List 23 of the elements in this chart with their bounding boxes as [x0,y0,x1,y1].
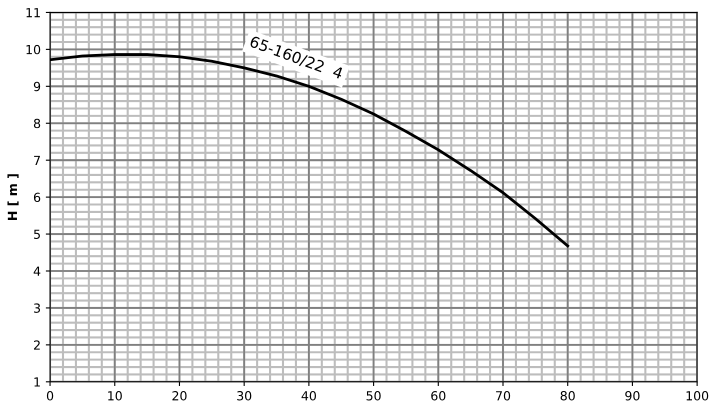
y-tick-label: 3 [34,303,40,313]
x-tick-label: 40 [302,391,316,401]
x-tick-label: 70 [496,391,510,401]
x-tick-label: 20 [172,391,187,401]
y-tick-label: 1 [34,377,40,387]
x-tick-label: 10 [108,391,122,401]
y-tick-label: 10 [26,44,40,54]
x-tick-label: 60 [431,391,446,401]
x-tick-label: 80 [560,391,575,401]
x-tick-label: 30 [237,391,252,401]
y-tick-label: 4 [34,266,40,276]
y-tick-label: 11 [26,8,40,18]
x-tick-label: 90 [625,391,640,401]
y-tick-label: 6 [34,192,40,202]
x-tick-label: 0 [46,391,54,401]
x-tick-label: 100 [686,391,708,401]
y-tick-label: 2 [34,340,40,350]
y-tick-label: 7 [34,156,40,165]
y-tick-label: 8 [34,118,40,128]
y-tick-label: 5 [34,230,40,239]
x-tick-label: 50 [366,391,381,401]
y-axis-title: H [ m ] [7,174,19,220]
y-tick-label: 9 [34,82,40,92]
